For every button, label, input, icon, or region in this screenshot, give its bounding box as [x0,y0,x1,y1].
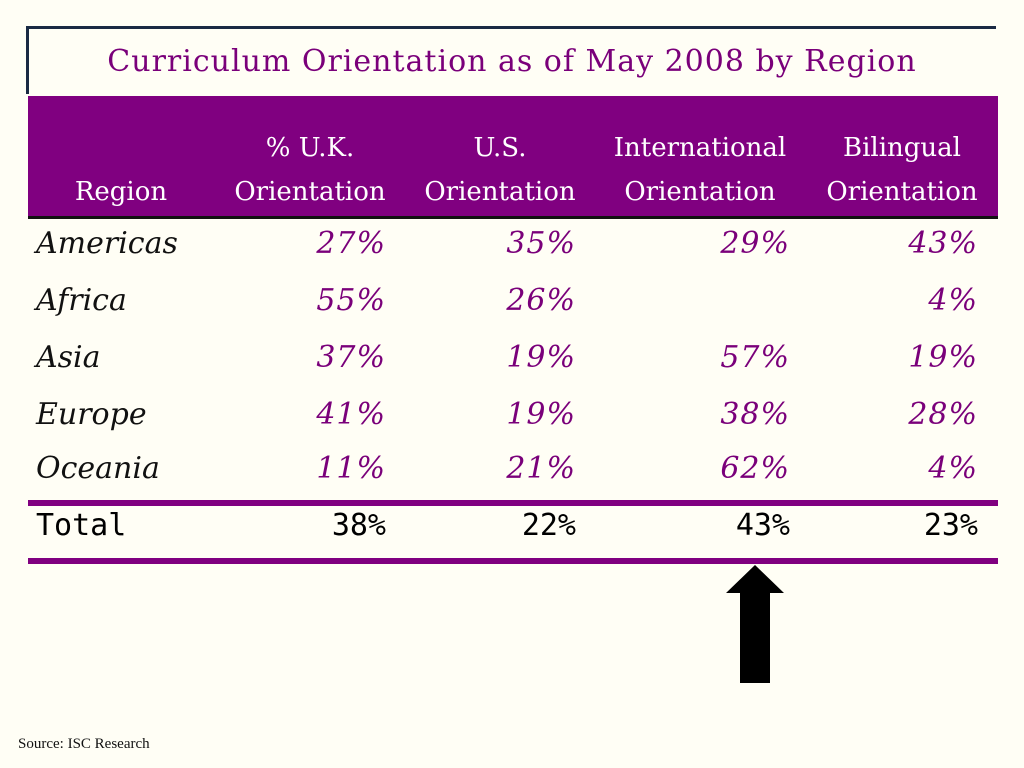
header-us-line1: U.S. [473,133,527,163]
cell-asia-us: 19% [506,340,576,375]
header-uk-line2: Orientation [234,177,386,207]
cell-americas-bil: 43% [908,226,978,261]
total-us: 22% [521,508,576,543]
total-top-rule [28,500,998,506]
cell-europe-bil: 28% [908,397,978,432]
cell-asia-bil: 19% [908,340,978,375]
title-frame [26,26,996,94]
cell-asia-intl: 57% [720,340,790,375]
page-title: Curriculum Orientation as of May 2008 by… [107,44,917,79]
header-region: Region [74,177,168,207]
total-label: Total [36,508,127,543]
cell-africa-uk: 55% [316,283,386,318]
cell-americas-intl: 29% [720,226,790,261]
cell-africa-bil: 4% [928,283,978,318]
cell-europe-us: 19% [506,397,576,432]
cell-americas-uk: 27% [316,226,386,261]
cell-asia-uk: 37% [316,340,386,375]
header-intl-line2: Orientation [624,177,776,207]
cell-oceania-bil: 4% [928,451,978,486]
row-label-asia: Asia [36,340,101,375]
cell-americas-us: 35% [506,226,576,261]
header-us-line2: Orientation [424,177,576,207]
header-us-orientation: U.S. Orientation [412,126,588,214]
row-label-americas: Americas [36,226,178,261]
cell-oceania-us: 21% [506,451,576,486]
header-bil-line2: Orientation [826,177,978,207]
total-uk: 38% [331,508,386,543]
header-bil-line1: Bilingual [842,133,961,163]
header-uk-orientation: % U.K. Orientation [222,126,398,214]
total-bottom-rule [28,558,998,564]
cell-oceania-uk: 11% [316,451,386,486]
cell-europe-intl: 38% [720,397,790,432]
header-divider [28,216,998,219]
cell-europe-uk: 41% [316,397,386,432]
row-label-europe: Europe [36,397,147,432]
header-intl-line1: International [613,133,787,163]
row-label-africa: Africa [36,283,127,318]
header-international-orientation: International Orientation [600,126,800,214]
table-header-bar [28,96,998,218]
header-uk-line1: % U.K. [265,133,355,163]
total-bil: 23% [923,508,978,543]
row-label-oceania: Oceania [36,451,160,486]
cell-oceania-intl: 62% [720,451,790,486]
up-arrow-icon [726,565,784,683]
cell-africa-us: 26% [506,283,576,318]
header-bilingual-orientation: Bilingual Orientation [812,126,992,214]
source-note: Source: ISC Research [18,736,150,752]
total-intl: 43% [735,508,790,543]
